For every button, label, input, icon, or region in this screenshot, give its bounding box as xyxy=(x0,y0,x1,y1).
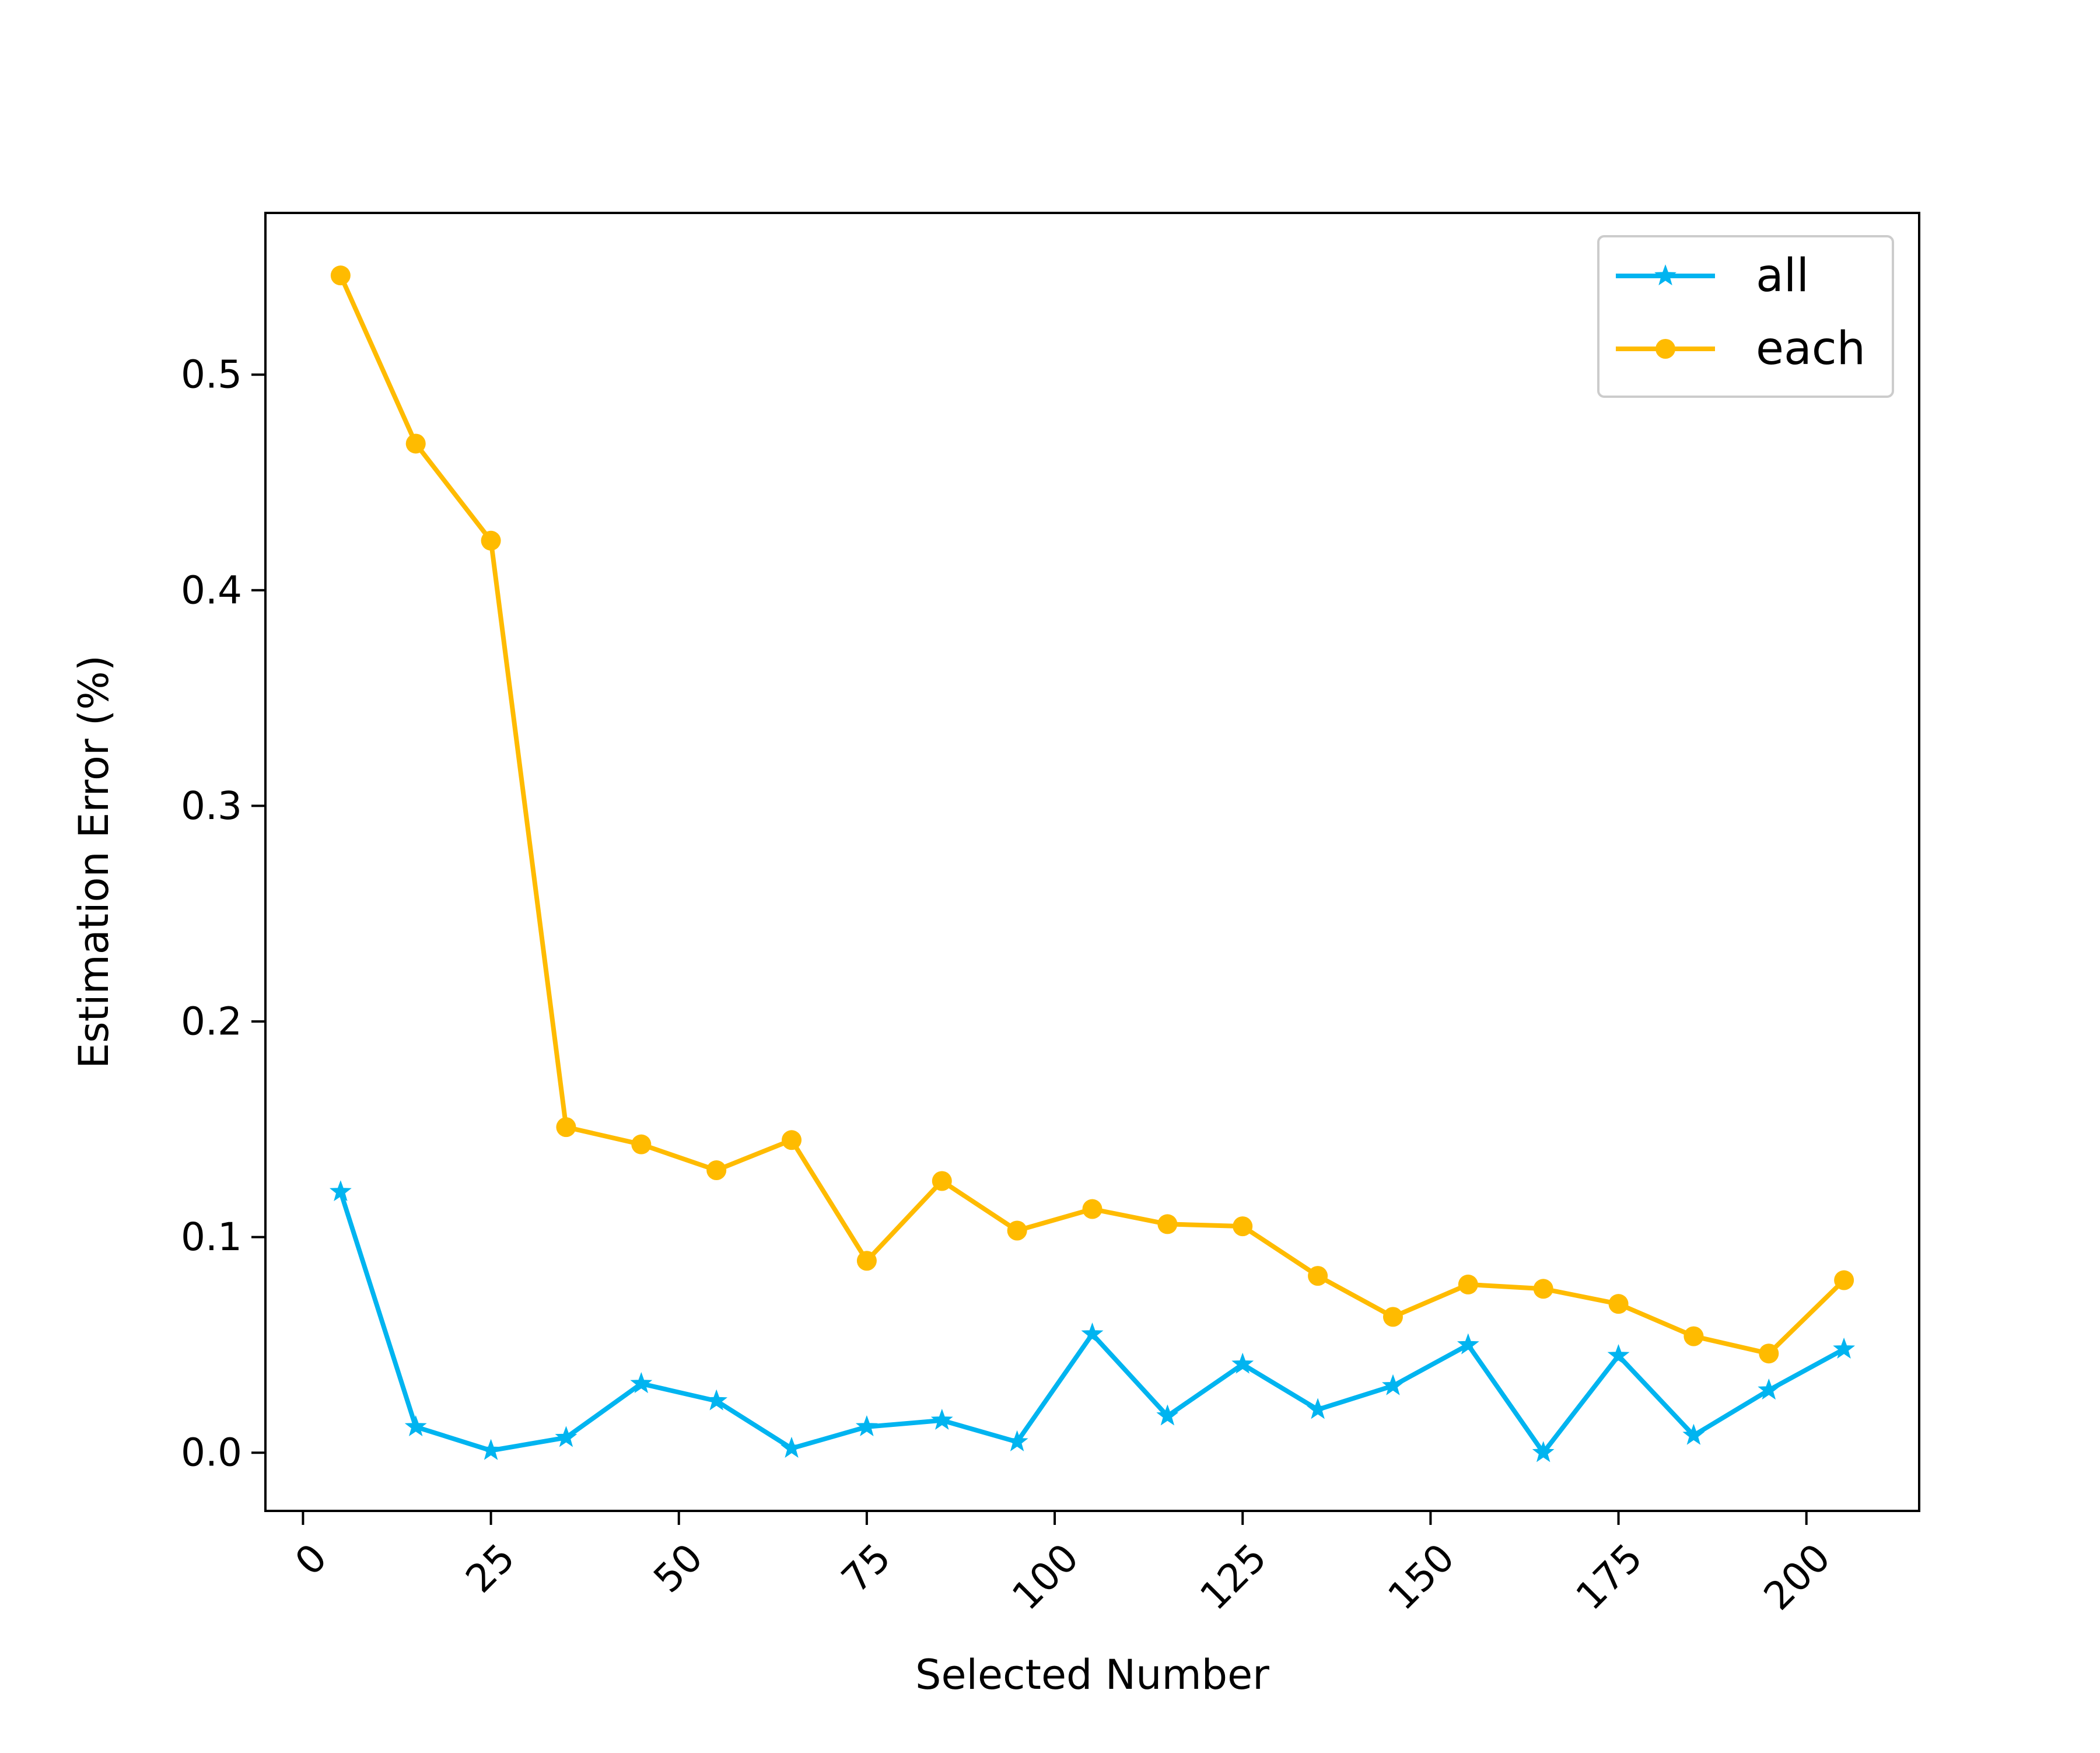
series-each xyxy=(330,265,1854,1364)
data-point-each xyxy=(631,1134,652,1154)
data-point-all xyxy=(1457,1333,1479,1355)
series-all xyxy=(329,1180,1856,1462)
data-point-all xyxy=(930,1408,953,1430)
data-point-all xyxy=(1833,1337,1856,1359)
y-tick-label: 0.5 xyxy=(181,352,242,397)
x-tick-label: 200 xyxy=(1755,1535,1839,1619)
data-point-all xyxy=(404,1415,427,1436)
data-point-each xyxy=(1533,1279,1553,1299)
data-point-each xyxy=(405,433,426,454)
data-point-all xyxy=(780,1436,803,1458)
data-point-each xyxy=(1082,1199,1102,1219)
data-point-all xyxy=(1758,1378,1780,1400)
legend-item-each: each xyxy=(1616,323,1866,375)
series-line-each xyxy=(338,274,1846,1356)
x-tick-label: 175 xyxy=(1567,1535,1651,1619)
data-point-all xyxy=(855,1415,878,1436)
plot-frame xyxy=(264,212,1920,1512)
x-axis-label: Selected Number xyxy=(915,1651,1269,1699)
data-point-all xyxy=(1682,1423,1705,1445)
data-point-all xyxy=(1006,1430,1028,1451)
legend-layer: all each xyxy=(1597,235,1894,398)
x-tick-label: 125 xyxy=(1192,1535,1276,1619)
legend-swatch-marker xyxy=(1656,339,1675,359)
data-point-each xyxy=(932,1171,952,1191)
data-point-all xyxy=(705,1389,728,1411)
y-tick-label: 0.4 xyxy=(181,568,242,613)
data-point-each xyxy=(1007,1220,1027,1241)
x-tick-label: 0 xyxy=(286,1535,335,1584)
y-tick-label: 0.0 xyxy=(181,1430,242,1475)
data-point-all xyxy=(1307,1398,1329,1419)
data-point-all xyxy=(630,1371,653,1394)
legend-label: each xyxy=(1756,323,1866,375)
y-tick-label: 0.2 xyxy=(181,999,242,1044)
data-point-each xyxy=(556,1117,576,1138)
data-point-all xyxy=(555,1426,578,1447)
series-line-all xyxy=(338,1191,1846,1455)
y-axis-label: Estimation Error (%) xyxy=(70,655,118,1069)
data-point-each xyxy=(1157,1214,1178,1234)
data-point-all xyxy=(1081,1322,1104,1344)
x-tick-label: 150 xyxy=(1380,1535,1464,1619)
data-point-each xyxy=(1759,1343,1779,1364)
x-tick-label: 25 xyxy=(457,1535,524,1601)
data-point-each xyxy=(1458,1274,1478,1294)
axes-layer: 0 25 50 75 100 125 150 175 200 0.0 0.1 0.2 0.3 0.4 0.5… xyxy=(70,212,1920,1699)
data-point-all xyxy=(329,1180,352,1202)
legend-label: all xyxy=(1756,250,1809,302)
legend-item-all: all xyxy=(1616,250,1809,302)
y-tick-label: 0.1 xyxy=(181,1215,242,1259)
data-point-all xyxy=(1231,1352,1254,1374)
data-point-all xyxy=(1156,1404,1179,1426)
y-tick-label: 0.3 xyxy=(181,783,242,828)
data-point-each xyxy=(330,265,351,286)
data-point-all xyxy=(1382,1374,1404,1395)
data-point-each xyxy=(1834,1270,1854,1290)
data-point-each xyxy=(1308,1266,1328,1286)
data-point-each xyxy=(782,1130,802,1150)
data-point-each xyxy=(1382,1307,1403,1327)
data-point-each xyxy=(706,1160,727,1181)
data-point-all xyxy=(480,1439,502,1460)
data-point-each xyxy=(1608,1294,1629,1314)
data-point-each xyxy=(1233,1216,1253,1237)
data-point-each xyxy=(1684,1326,1704,1346)
legend-swatch-marker xyxy=(1654,264,1676,286)
x-tick-label: 75 xyxy=(833,1535,900,1601)
plot-layer xyxy=(329,265,1856,1462)
data-point-all xyxy=(1532,1441,1555,1462)
x-tick-label: 50 xyxy=(645,1535,712,1601)
data-point-each xyxy=(481,530,501,551)
data-point-all xyxy=(1607,1343,1630,1365)
x-tick-label: 100 xyxy=(1003,1535,1087,1619)
data-point-each xyxy=(856,1251,877,1271)
